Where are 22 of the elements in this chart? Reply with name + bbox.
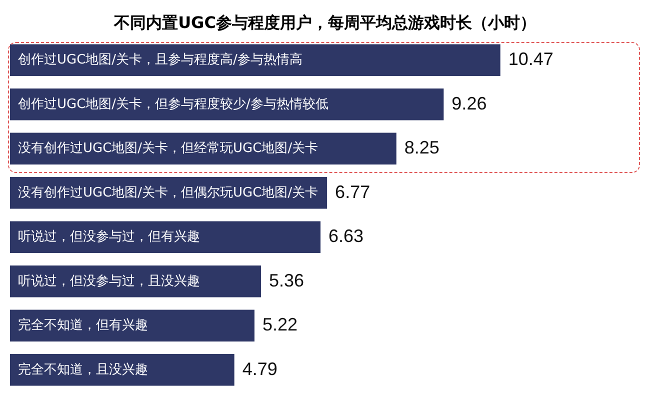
y-tick-label: 没有创作过UGC地图/关卡，但偶尔玩UGC地图/关卡 <box>18 185 318 200</box>
bar <box>10 44 500 76</box>
bar <box>10 265 262 298</box>
bar <box>10 310 254 342</box>
data-label: 9.26 <box>452 93 487 114</box>
data-label: 5.22 <box>262 314 298 335</box>
y-tick-label: 完全不知道，且没兴趣 <box>18 361 148 378</box>
data-label: 4.79 <box>242 358 278 379</box>
data-label: 8.25 <box>404 138 440 158</box>
data-label: 5.36 <box>269 270 304 290</box>
y-tick-label: 完全不知道，但有兴趣 <box>18 317 148 333</box>
data-label: 6.63 <box>328 226 364 246</box>
y-tick-label: 创作过UGC地图/关卡，且参与程度高/参与热情高 <box>18 52 302 68</box>
bar <box>10 354 234 386</box>
data-label: 10.47 <box>508 49 554 70</box>
y-tick-label: 创作过UGC地图/关卡，但参与程度较少/参与热情较低 <box>18 96 328 112</box>
y-tick-label: 听说过，但没参与过，但有兴趣 <box>18 230 200 244</box>
y-tick-label: 听说过，但没参与过，且没兴趣 <box>18 274 200 289</box>
bar <box>10 221 321 254</box>
data-label: 6.77 <box>335 182 370 202</box>
y-tick-label: 没有创作过UGC地图/关卡，但经常玩UGC地图/关卡 <box>18 141 318 156</box>
chart-title: 不同内置UGC参与程度用户，每周平均总游戏时长（小时） <box>112 12 537 34</box>
